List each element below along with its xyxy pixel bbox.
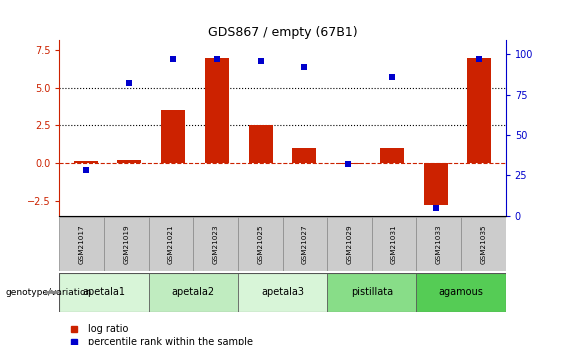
- Bar: [59, 217, 104, 271]
- Text: GSM21027: GSM21027: [302, 224, 308, 264]
- Bar: [282, 217, 327, 271]
- Text: GSM21029: GSM21029: [346, 224, 353, 264]
- Text: GSM21019: GSM21019: [123, 224, 129, 264]
- Text: GSM21033: GSM21033: [436, 224, 442, 264]
- Text: apetala2: apetala2: [172, 287, 215, 297]
- Point: [256, 58, 265, 63]
- Point: [475, 56, 484, 62]
- Bar: [59, 273, 149, 312]
- Bar: [327, 273, 416, 312]
- Bar: [161, 110, 185, 163]
- Bar: [73, 161, 98, 163]
- Text: GSM21031: GSM21031: [391, 224, 397, 264]
- Point: [388, 74, 397, 80]
- Text: pistillata: pistillata: [351, 287, 393, 297]
- Point: [344, 161, 353, 167]
- Text: agamous: agamous: [438, 287, 484, 297]
- Bar: [372, 217, 416, 271]
- Text: GSM21025: GSM21025: [257, 224, 263, 264]
- Bar: [461, 217, 506, 271]
- Text: GSM21035: GSM21035: [480, 224, 486, 264]
- Bar: [104, 217, 149, 271]
- Bar: [249, 125, 273, 163]
- Bar: [238, 217, 282, 271]
- Title: GDS867 / empty (67B1): GDS867 / empty (67B1): [208, 26, 357, 39]
- Bar: [416, 273, 506, 312]
- Point: [431, 205, 440, 210]
- Point: [168, 56, 177, 62]
- Point: [300, 65, 309, 70]
- Point: [125, 80, 134, 86]
- Bar: [292, 148, 316, 163]
- Text: genotype/variation: genotype/variation: [6, 288, 92, 297]
- Bar: [205, 58, 229, 163]
- Bar: [193, 217, 238, 271]
- Bar: [416, 217, 461, 271]
- Bar: [238, 273, 327, 312]
- Point: [212, 56, 221, 62]
- Text: apetala1: apetala1: [82, 287, 125, 297]
- Text: GSM21017: GSM21017: [79, 224, 85, 264]
- Point: [81, 168, 90, 173]
- Text: GSM21023: GSM21023: [212, 224, 219, 264]
- Bar: [336, 163, 360, 164]
- Bar: [149, 217, 193, 271]
- Bar: [467, 58, 492, 163]
- Bar: [149, 273, 238, 312]
- Bar: [327, 217, 372, 271]
- Bar: [424, 163, 447, 205]
- Legend: log ratio, percentile rank within the sample: log ratio, percentile rank within the sa…: [64, 324, 253, 345]
- Bar: [118, 160, 141, 163]
- Text: apetala3: apetala3: [261, 287, 304, 297]
- Text: GSM21021: GSM21021: [168, 224, 174, 264]
- Bar: [380, 148, 404, 163]
